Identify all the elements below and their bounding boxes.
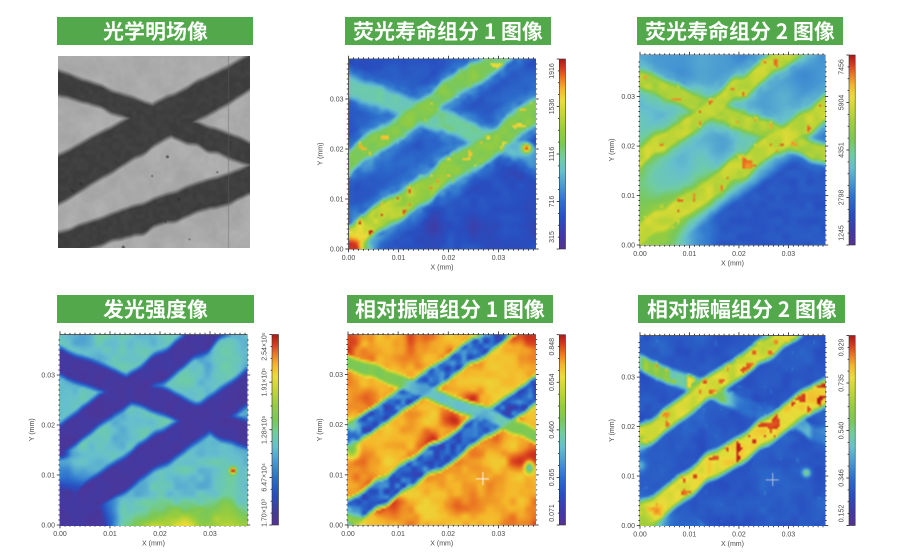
svg-text:0.02: 0.02 <box>621 144 635 151</box>
svg-text:1536: 1536 <box>549 99 556 115</box>
svg-text:1916: 1916 <box>549 63 556 79</box>
svg-text:0.03: 0.03 <box>492 255 506 262</box>
svg-text:716: 716 <box>549 196 556 208</box>
svg-text:6.47×10⁴: 6.47×10⁴ <box>262 463 269 492</box>
svg-text:0.02: 0.02 <box>153 531 167 538</box>
svg-text:0.01: 0.01 <box>683 532 697 539</box>
svg-text:0.152: 0.152 <box>839 505 846 523</box>
svg-text:0.02: 0.02 <box>329 422 343 429</box>
svg-text:0.848: 0.848 <box>549 338 556 356</box>
svg-text:1116: 1116 <box>549 147 556 162</box>
svg-text:0.00: 0.00 <box>53 531 67 538</box>
svg-text:0.01: 0.01 <box>621 474 635 481</box>
svg-text:0.03: 0.03 <box>621 94 635 101</box>
svg-text:0.02: 0.02 <box>442 255 456 262</box>
svg-text:0.03: 0.03 <box>621 375 635 382</box>
svg-text:0.02: 0.02 <box>621 424 635 431</box>
svg-text:4351: 4351 <box>839 142 846 158</box>
svg-text:0.00: 0.00 <box>621 243 635 250</box>
svg-text:0.00: 0.00 <box>330 247 344 254</box>
svg-text:0.735: 0.735 <box>839 374 846 392</box>
svg-text:0.03: 0.03 <box>782 532 796 539</box>
svg-text:Y (mm): Y (mm) <box>609 419 616 442</box>
svg-text:1.70×10³: 1.70×10³ <box>262 498 269 526</box>
svg-text:0.460: 0.460 <box>549 421 556 439</box>
svg-text:0.00: 0.00 <box>341 531 355 538</box>
svg-text:315: 315 <box>549 231 556 243</box>
svg-text:0.654: 0.654 <box>549 373 556 391</box>
svg-text:0.00: 0.00 <box>342 255 356 262</box>
svg-text:0.01: 0.01 <box>392 255 406 262</box>
svg-text:0.01: 0.01 <box>621 193 635 200</box>
svg-text:Y (mm): Y (mm) <box>318 143 325 166</box>
svg-text:0.01: 0.01 <box>103 531 117 538</box>
svg-text:2.54×10⁵: 2.54×10⁵ <box>262 332 269 360</box>
svg-text:0.01: 0.01 <box>41 473 55 480</box>
svg-text:5904: 5904 <box>839 95 846 111</box>
svg-text:0.01: 0.01 <box>683 251 697 258</box>
svg-text:0.00: 0.00 <box>633 532 647 539</box>
svg-text:Y (mm): Y (mm) <box>609 139 616 162</box>
svg-text:X (mm): X (mm) <box>431 265 454 272</box>
svg-text:0.03: 0.03 <box>203 531 217 538</box>
svg-text:0.02: 0.02 <box>732 532 746 539</box>
svg-text:2798: 2798 <box>839 190 846 206</box>
svg-text:0.03: 0.03 <box>41 373 55 380</box>
svg-text:0.00: 0.00 <box>621 523 635 530</box>
svg-text:0.01: 0.01 <box>391 531 405 538</box>
svg-text:0.00: 0.00 <box>41 523 55 530</box>
svg-text:0.01: 0.01 <box>330 197 344 204</box>
svg-text:Y (mm): Y (mm) <box>317 418 324 441</box>
svg-text:0.540: 0.540 <box>839 422 846 440</box>
svg-text:0.265: 0.265 <box>549 469 556 487</box>
svg-text:X (mm): X (mm) <box>721 541 744 548</box>
svg-text:0.02: 0.02 <box>732 251 746 258</box>
svg-text:0.01: 0.01 <box>329 472 343 479</box>
svg-text:0.00: 0.00 <box>329 523 343 530</box>
svg-text:7456: 7456 <box>839 59 846 75</box>
svg-text:0.03: 0.03 <box>329 372 343 379</box>
svg-text:0.346: 0.346 <box>839 469 846 487</box>
svg-text:0.929: 0.929 <box>839 339 846 357</box>
svg-text:1.91×10⁵: 1.91×10⁵ <box>262 368 269 396</box>
svg-text:X (mm): X (mm) <box>430 541 453 548</box>
svg-text:1245: 1245 <box>839 225 846 241</box>
svg-text:0.03: 0.03 <box>782 251 796 258</box>
svg-text:Y (mm): Y (mm) <box>29 418 36 441</box>
svg-text:0.071: 0.071 <box>549 504 556 522</box>
svg-text:0.03: 0.03 <box>492 531 506 538</box>
svg-text:X (mm): X (mm) <box>721 261 744 268</box>
svg-text:0.02: 0.02 <box>441 531 455 538</box>
svg-text:X (mm): X (mm) <box>142 541 165 548</box>
svg-text:0.03: 0.03 <box>330 97 344 104</box>
svg-text:0.02: 0.02 <box>330 147 344 154</box>
svg-text:0.00: 0.00 <box>633 251 647 258</box>
svg-text:0.02: 0.02 <box>41 423 55 430</box>
svg-text:1.28×10⁵: 1.28×10⁵ <box>262 415 269 443</box>
